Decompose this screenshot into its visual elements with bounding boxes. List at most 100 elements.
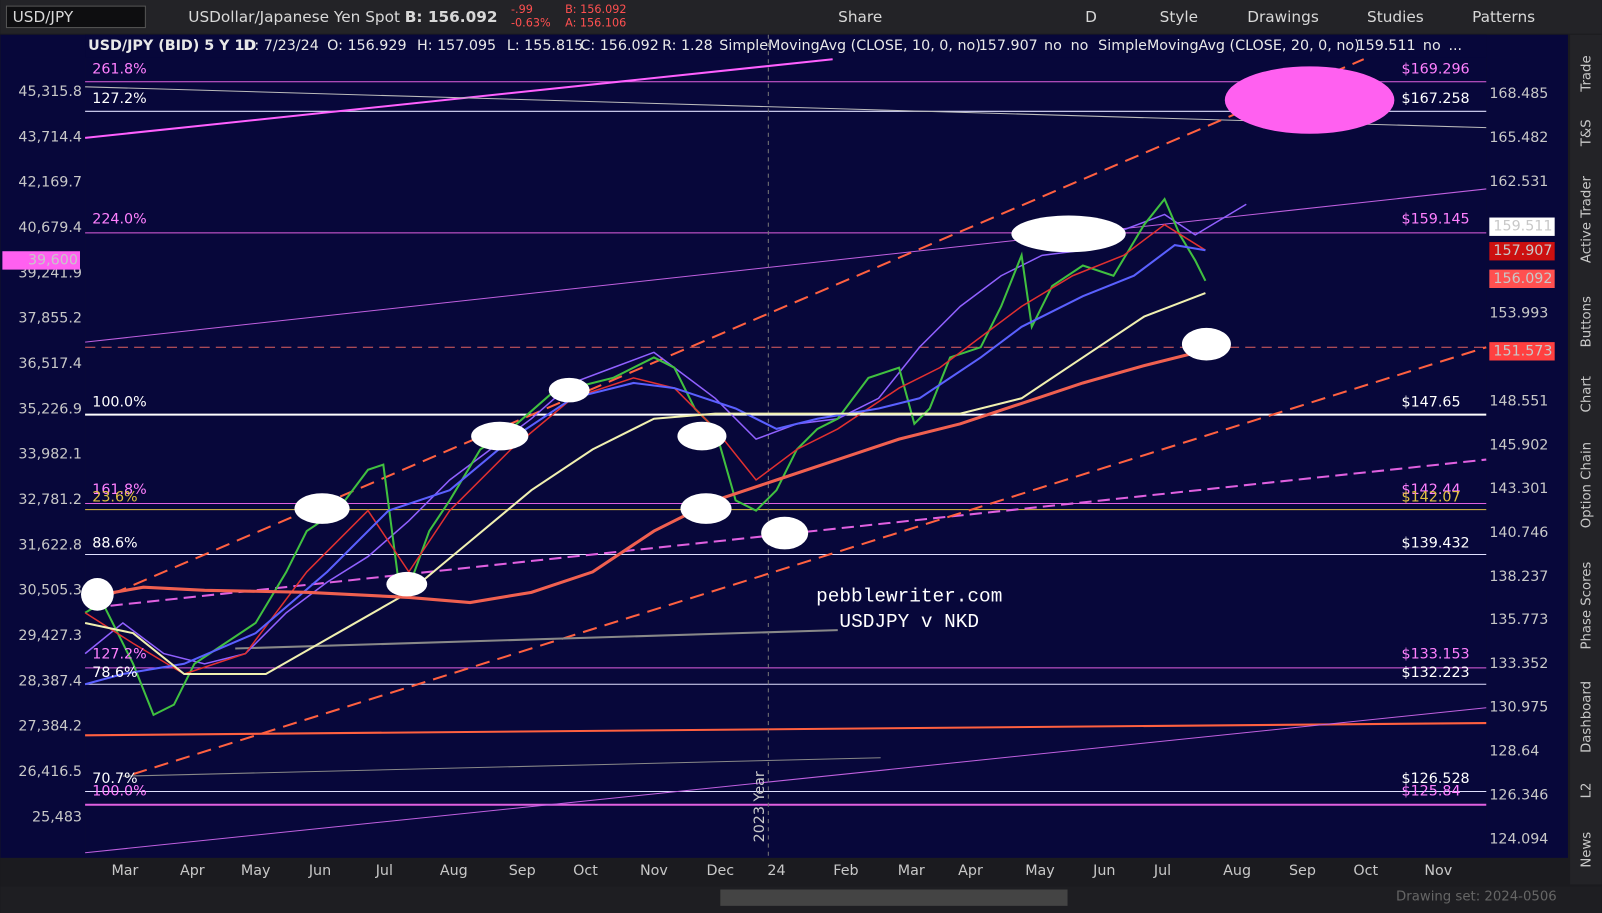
no: no [1071,38,1089,54]
study2-value: 159.511 [1357,38,1416,54]
marker-ellipse [761,516,809,550]
channel-line [132,346,1487,776]
side-tab[interactable]: L2 [1579,783,1594,799]
fib-label: 127.2% [92,647,146,663]
description: USDollar/Japanese Yen Spot [188,8,400,26]
header-item: USD/JPY (BID) 5 Y 1D [88,38,256,54]
fib-label: 88.6% [92,535,137,551]
trend-line [122,757,881,777]
marker-ellipse [680,493,732,524]
side-tab[interactable]: Dashboard [1579,681,1594,753]
right-axis-label: 130.975 [1489,700,1548,716]
fib-label: 78.6% [92,665,137,681]
right-axis-label: 140.746 [1489,525,1548,541]
header-item: L: 155.815 [507,38,583,54]
fib-label: 70.7% [92,771,137,787]
right-axis-label: 165.482 [1489,130,1548,146]
fib-label: 127.2% [92,91,146,107]
trend-line [85,188,1487,343]
ask-small: A: 156.106 [565,16,626,29]
fib-label: 100.0% [92,394,146,410]
toolbar-button[interactable]: Studies [1367,8,1424,26]
x-axis-label: Feb [833,863,858,879]
left-axis-label: 25,483 [32,809,82,825]
bid: B: 156.092 [405,8,498,26]
left-axis-label: 27,384.2 [18,719,82,735]
price-badge [1489,342,1555,361]
left-axis-highlight: 39,600 [28,252,78,268]
side-tab[interactable]: Option Chain [1579,442,1594,528]
price-badge-label: 156.092 [1493,271,1552,287]
trend-line [84,58,833,139]
side-tab[interactable]: Phase Scores [1579,562,1594,650]
side-tab[interactable]: Active Trader [1579,176,1594,264]
x-axis-label: Jun [308,863,331,879]
marker-ellipse [386,571,428,597]
x-axis-label: Nov [640,863,668,879]
x-axis-label: 24 [767,863,785,879]
x-axis-label: Sep [1289,863,1316,879]
symbol-box[interactable] [5,5,146,29]
fib-price: $169.296 [1401,61,1469,77]
marker-ellipse [1181,327,1231,361]
x-axis-label: Oct [573,863,598,879]
trend-line [235,629,838,650]
left-axis-label: 42,169.7 [18,175,82,191]
no: no [1044,38,1062,54]
x-axis-label: Mar [111,863,138,879]
x-axis-label: May [241,863,271,879]
side-tab[interactable]: News [1579,832,1594,868]
marker-ellipse [471,421,529,451]
left-axis-label: 29,427.3 [18,628,82,644]
annotation: pebblewriter.com [816,586,1002,608]
fib-price: $133.153 [1401,647,1469,663]
side-tab[interactable]: T&S [1579,119,1594,147]
scroll-thumb[interactable] [720,889,1068,906]
right-axis-label: 162.531 [1489,174,1548,190]
left-axis-label: 33,982.1 [18,447,82,463]
highlight-badge [2,251,80,270]
fib-price: $159.145 [1401,212,1469,228]
x-axis-label: Jun [1092,863,1115,879]
sma100-line [84,292,1206,676]
side-panel [1570,34,1602,885]
target-ellipse [1224,66,1395,134]
x-axis-label: Apr [180,863,205,879]
trend-line [85,722,1487,737]
toolbar-button[interactable]: Style [1160,8,1198,26]
side-tab[interactable]: Trade [1579,55,1594,92]
fib-price: $139.432 [1401,535,1469,551]
fib-price: $132.223 [1401,665,1469,681]
fib-label: 261.8% [92,61,146,77]
marker-ellipse [81,578,114,611]
toolbar-button[interactable]: Patterns [1472,8,1535,26]
toolbar-button[interactable]: Drawings [1247,8,1319,26]
study2: SimpleMovingAvg (CLOSE, 20, 0, no) [1098,38,1360,54]
left-axis-label: 28,387.4 [18,673,82,689]
header-item: H: 157.095 [417,38,496,54]
left-axis-label: 32,781.2 [18,492,82,508]
x-axis-label: Mar [898,863,925,879]
fib-price: $147.65 [1401,394,1460,410]
right-axis-label: 135.773 [1489,612,1548,628]
toolbar-button[interactable]: Share [838,8,882,26]
price-badge [1489,242,1555,261]
side-tab[interactable]: Chart [1579,376,1594,412]
left-axis-label: 26,416.5 [18,764,82,780]
right-axis-label: 128.64 [1489,744,1539,760]
right-axis-label: 133.352 [1489,656,1548,672]
right-axis-label: 168.485 [1489,86,1548,102]
change: -.99 [511,3,533,16]
header-item: O: 156.929 [327,38,406,54]
toolbar-button[interactable]: D [1085,8,1097,26]
x-axis-label: Apr [958,863,983,879]
symbol[interactable]: USD/JPY [13,8,74,26]
side-tab[interactable]: Buttons [1579,296,1594,347]
right-axis-label: 143.301 [1489,481,1548,497]
marker-ellipse [294,493,350,524]
fib-label: 224.0% [92,212,146,228]
bid-small: B: 156.092 [565,3,626,16]
x-axis-label: Jul [1153,863,1171,879]
year-marker: 2023 Year [752,771,768,842]
